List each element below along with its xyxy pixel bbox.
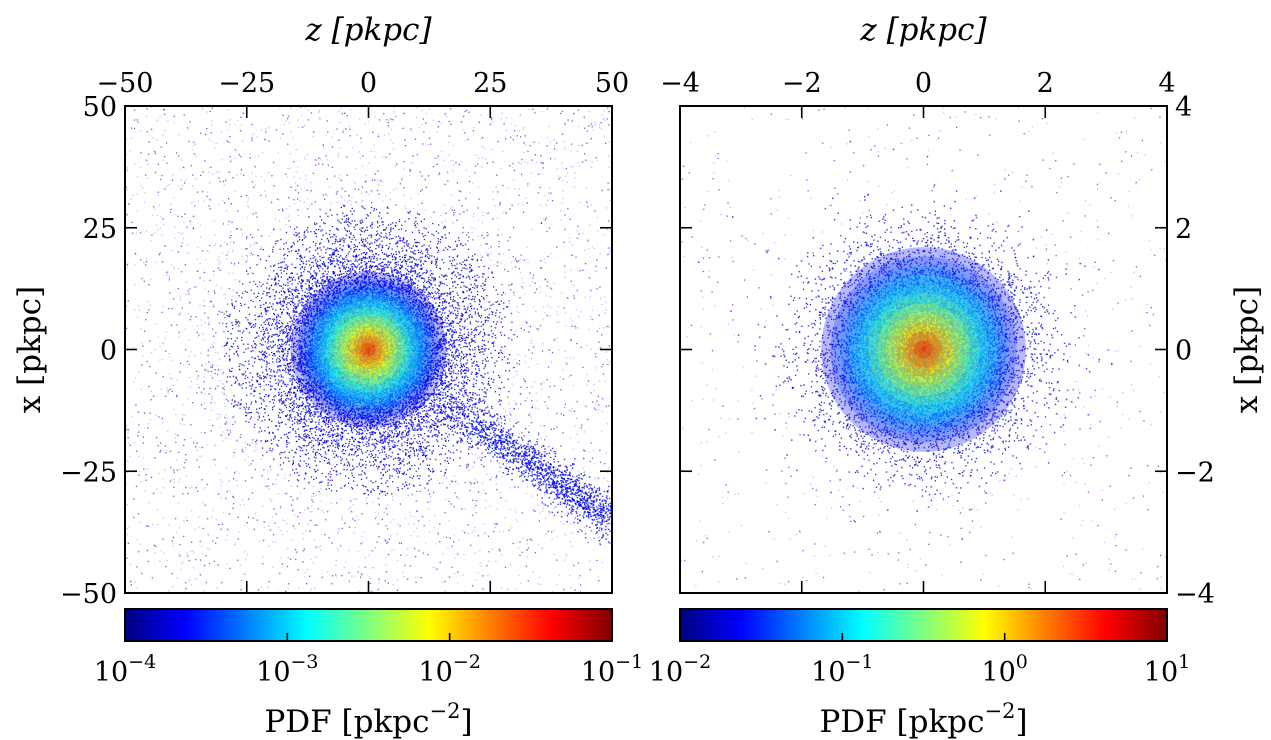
colorbar-tick-label: 10−2 [649, 651, 711, 688]
colorbar-gradient [680, 609, 1167, 641]
colorbar-gradient [125, 609, 612, 641]
y-tick-label: 2 [1175, 214, 1192, 245]
colorbar-frame [124, 608, 613, 642]
colorbar-label: PDF [pkpc−2] [264, 699, 472, 740]
y-tick-label: 0 [1175, 336, 1192, 367]
y-tick-label: −4 [1175, 579, 1215, 610]
y-tick-label: 50 [83, 92, 117, 123]
colorbar-tick-label: 10−1 [581, 651, 643, 688]
x-tick-label: 0 [915, 68, 932, 99]
y-tick-label: −2 [1175, 457, 1215, 488]
x-tick-label: 2 [1037, 68, 1054, 99]
y-tick-label: −50 [60, 579, 117, 610]
y-tick-label: 4 [1175, 92, 1192, 123]
colorbar-frame [679, 608, 1168, 642]
x-axis-label: z [pkpc] [304, 12, 432, 48]
x-axis-label: z [pkpc] [859, 12, 987, 48]
y-tick-label: 0 [100, 336, 117, 367]
colorbar-tick-label: 101 [1144, 651, 1190, 688]
y-tick-label: 25 [83, 214, 117, 245]
colorbar-tick-label: 10−4 [94, 651, 156, 688]
colorbar-tick-label: 10−1 [811, 651, 873, 688]
colorbar-tick-label: 10−2 [418, 651, 480, 688]
x-tick-label: 0 [360, 68, 377, 99]
y-axis-label: x [pkpc] [12, 286, 48, 413]
x-tick-label: 25 [473, 68, 507, 99]
y-tick-label: −25 [60, 457, 117, 488]
x-tick-label: −2 [782, 68, 822, 99]
x-tick-label: −50 [97, 68, 154, 99]
colorbar: 10−2 10−1 100 101 PDF [pkpc−2] [649, 608, 1190, 740]
colorbar-tick-label: 100 [981, 651, 1027, 688]
x-tick-label: 4 [1158, 68, 1175, 99]
colorbar: 10−4 10−3 10−2 10−1 PDF [pkpc−2] [94, 608, 643, 740]
y-axis-label: x [pkpc] [1229, 286, 1265, 413]
density-map [125, 106, 612, 593]
density-map [680, 107, 1167, 593]
x-tick-label: −25 [218, 68, 275, 99]
colorbar-label: PDF [pkpc−2] [819, 699, 1027, 740]
x-tick-label: −4 [660, 68, 700, 99]
x-tick-label: 50 [595, 68, 629, 99]
colorbar-tick-label: 10−3 [256, 651, 318, 688]
